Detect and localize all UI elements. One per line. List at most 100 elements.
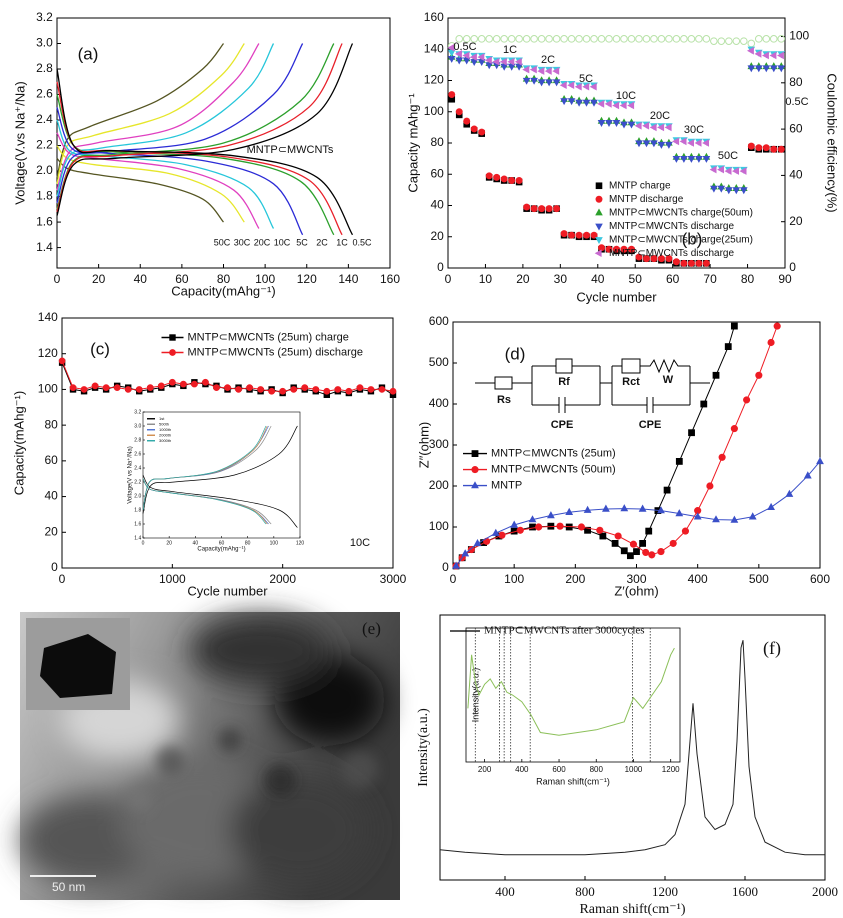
data-point — [169, 379, 176, 386]
legend-label: MNTP charge — [609, 180, 671, 191]
data-point — [471, 125, 478, 132]
resistor — [622, 359, 640, 373]
data-point — [147, 384, 154, 391]
legend-label: 3000th — [159, 438, 171, 443]
x-tick-label: 80 — [741, 272, 755, 286]
y2-tick-label: 100 — [789, 29, 809, 43]
y-tick-label: 500 — [429, 355, 449, 369]
y-tick-label: 20 — [430, 229, 444, 243]
y-axis-label: Voltage(V vs Na⁺/Na) — [127, 446, 134, 504]
data-point — [390, 388, 397, 395]
data-point — [498, 532, 505, 539]
data-point — [493, 36, 500, 43]
x-tick-label: 400 — [688, 572, 708, 586]
y-tick-label: 1.4 — [134, 535, 141, 541]
data-point — [718, 38, 725, 45]
data-point — [59, 357, 66, 364]
data-point — [448, 91, 455, 98]
series-end-label: 2C — [316, 237, 328, 247]
tem-grain-dot — [264, 764, 296, 796]
data-point — [688, 429, 695, 436]
series-line — [440, 640, 825, 855]
data-point — [676, 458, 683, 465]
data-point — [633, 548, 640, 555]
data-point — [680, 260, 687, 267]
data-point — [615, 532, 622, 539]
data-point — [621, 547, 628, 554]
legend-label: 500th — [159, 421, 169, 426]
x-tick-label: 1200 — [652, 884, 678, 899]
x-tick-label: 100 — [270, 540, 279, 546]
y2-tick-label: 40 — [789, 168, 803, 182]
annotation: 50C — [718, 150, 738, 162]
x-tick-label: 0 — [450, 572, 457, 586]
series-line — [57, 107, 303, 235]
circuit-label: CPE — [551, 419, 574, 431]
data-point — [478, 36, 485, 43]
tem-grain-dot — [128, 788, 152, 812]
legend-marker — [471, 466, 478, 473]
x-tick-label: 400 — [495, 884, 515, 899]
x-tick-label: 50 — [629, 272, 643, 286]
data-point — [651, 36, 658, 43]
y2-tick-label: 0 — [789, 260, 796, 274]
circuit-label: Rct — [622, 376, 640, 388]
x-tick-label: 120 — [297, 272, 317, 286]
y-tick-label: 40 — [44, 489, 58, 503]
data-point — [508, 36, 515, 43]
x-tick-label: 1200 — [662, 765, 680, 774]
x-tick-label: 2000 — [269, 572, 296, 586]
tem-grain-dot — [218, 728, 242, 752]
data-point — [612, 540, 619, 547]
data-point — [673, 36, 680, 43]
data-point — [706, 482, 713, 489]
panel-label: (d) — [505, 344, 526, 363]
data-point — [136, 386, 143, 393]
data-point — [268, 388, 275, 395]
y-tick-label: 60 — [430, 166, 444, 180]
x-axis-label: Cycle number — [576, 289, 657, 304]
series-line — [57, 44, 259, 191]
x-tick-label: 1600 — [732, 884, 758, 899]
x-axis-label: Raman shift(cm⁻¹) — [579, 902, 685, 917]
y-tick-label: 140 — [424, 41, 444, 55]
data-point — [643, 36, 650, 43]
circuit-label: Rf — [558, 376, 570, 388]
y-axis-label: Voltage(V.vs Na⁺/Na) — [12, 81, 27, 204]
data-point — [741, 38, 748, 45]
data-point — [523, 36, 530, 43]
y-tick-label: 300 — [429, 437, 449, 451]
data-point — [478, 129, 485, 136]
panel-label: (a) — [78, 44, 99, 63]
data-point — [696, 36, 703, 43]
data-point — [92, 382, 99, 389]
legend-marker — [595, 224, 603, 231]
y2-tick-label: 20 — [789, 214, 803, 228]
y-axis-label: Z″(ohm) — [416, 422, 431, 469]
circuit-label: Rs — [497, 394, 511, 406]
data-point — [213, 384, 220, 391]
legend-label: MNTP discharge — [609, 194, 684, 205]
x-tick-label: 90 — [778, 272, 792, 286]
y-tick-label: 2.4 — [134, 465, 141, 471]
data-point — [666, 36, 673, 43]
x-tick-label: 600 — [552, 765, 566, 774]
data-point — [748, 40, 755, 47]
x-tick-label: 0 — [445, 272, 452, 286]
y-tick-label: 80 — [44, 417, 58, 431]
circuit-label: CPE — [639, 419, 662, 431]
y-tick-label: 1.4 — [36, 240, 53, 254]
data-point — [748, 143, 755, 150]
data-point — [688, 36, 695, 43]
data-point — [583, 232, 590, 239]
data-point — [670, 540, 677, 547]
data-point — [725, 343, 732, 350]
annotation: 0.5C — [785, 96, 808, 108]
panel-label: (b) — [682, 229, 703, 248]
legend-marker — [471, 481, 479, 488]
tem-image: 50 nm (e) — [20, 612, 400, 900]
legend-marker — [595, 237, 603, 244]
panel-label: (e) — [362, 619, 381, 638]
annotation: 10C — [350, 537, 370, 549]
data-point — [538, 205, 545, 212]
